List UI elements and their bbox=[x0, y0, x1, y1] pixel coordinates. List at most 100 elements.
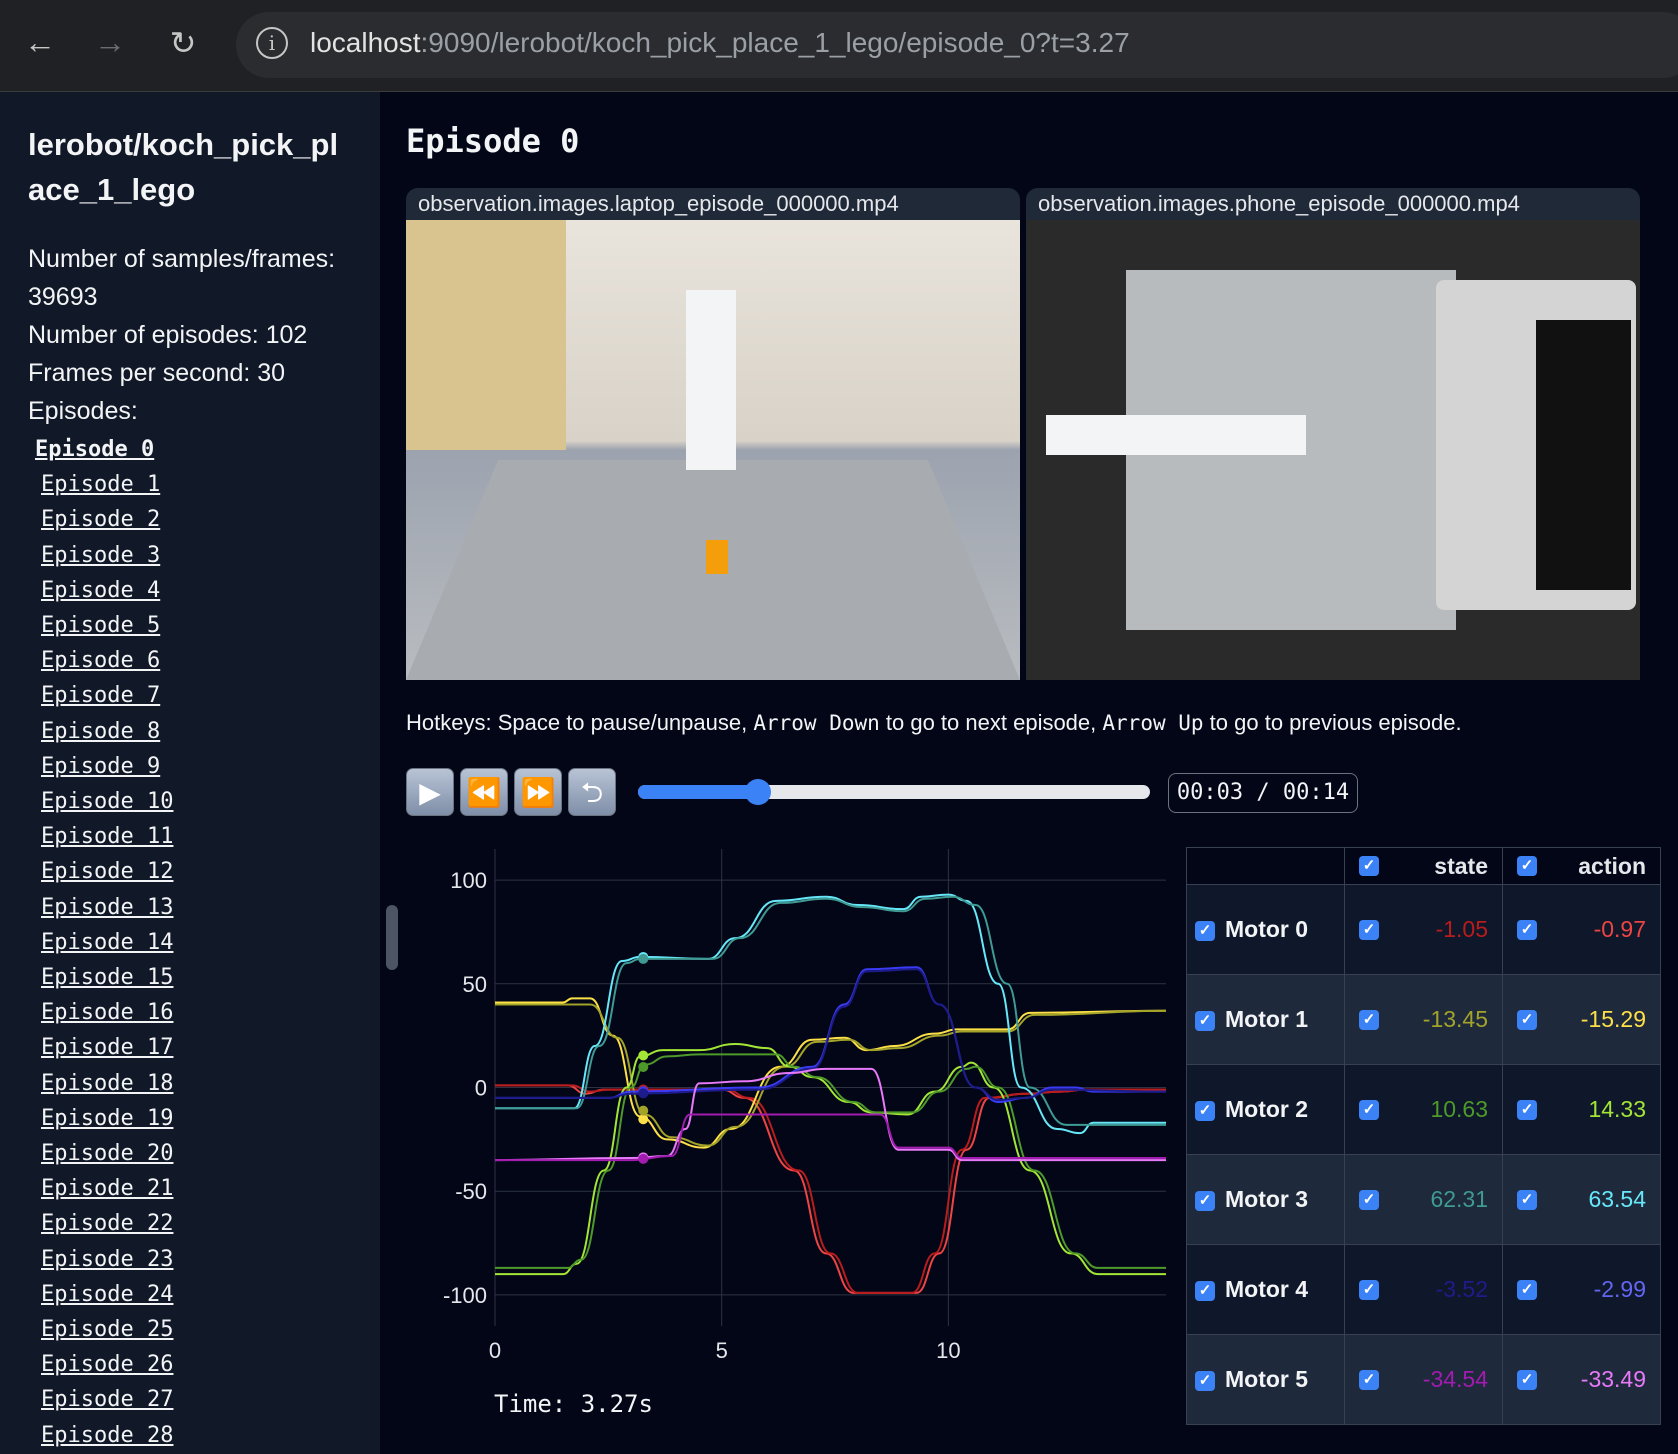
video-frame-laptop[interactable] bbox=[406, 220, 1020, 680]
y-tick-label: -50 bbox=[455, 1179, 487, 1204]
time-label: Time: 3.27s bbox=[494, 1390, 653, 1418]
state-checkbox[interactable]: ✓ bbox=[1359, 1100, 1379, 1120]
episodes-heading: Episodes: bbox=[28, 397, 138, 425]
video-laptop[interactable]: observation.images.laptop_episode_000000… bbox=[406, 188, 1020, 680]
state-cell: ✓ 10.63 bbox=[1344, 1064, 1503, 1155]
action-checkbox[interactable]: ✓ bbox=[1517, 1370, 1537, 1390]
sidebar-episode-link[interactable]: Episode 1 bbox=[41, 472, 161, 498]
rewind-button[interactable]: ⏪ bbox=[460, 768, 508, 816]
motor-cell: ✓ Motor 5 bbox=[1186, 1334, 1345, 1425]
sidebar-episode-link[interactable]: Episode 18 bbox=[41, 1070, 174, 1096]
sidebar-episode-link[interactable]: Episode 7 bbox=[41, 683, 161, 709]
sidebar-episode-link[interactable]: Episode 5 bbox=[41, 613, 161, 639]
motor-checkbox[interactable]: ✓ bbox=[1195, 920, 1215, 941]
time-display: 00:03 / 00:14 bbox=[1168, 773, 1358, 813]
state-all-checkbox[interactable]: ✓ bbox=[1359, 855, 1379, 876]
sidebar-episode-link[interactable]: Episode 2 bbox=[41, 507, 161, 533]
action-checkbox[interactable]: ✓ bbox=[1517, 1280, 1537, 1300]
motor-checkbox[interactable]: ✓ bbox=[1195, 1370, 1215, 1391]
action-checkbox[interactable]: ✓ bbox=[1517, 1190, 1537, 1210]
video-phone[interactable]: observation.images.phone_episode_000000.… bbox=[1026, 188, 1640, 680]
y-tick-label: 100 bbox=[450, 868, 487, 893]
address-bar[interactable]: i localhost:9090/lerobot/koch_pick_place… bbox=[236, 12, 1678, 78]
sidebar-episode-link[interactable]: Episode 10 bbox=[41, 789, 174, 815]
sidebar-episode-link[interactable]: Episode 25 bbox=[41, 1317, 174, 1343]
back-icon[interactable]: ← bbox=[24, 24, 56, 60]
state-checkbox[interactable]: ✓ bbox=[1359, 1190, 1379, 1210]
sidebar-episode-link[interactable]: Episode 16 bbox=[41, 1000, 174, 1026]
action-checkbox[interactable]: ✓ bbox=[1517, 1010, 1537, 1030]
video-frame-phone[interactable] bbox=[1026, 220, 1640, 680]
sidebar-episode-link[interactable]: Episode 13 bbox=[41, 894, 174, 920]
rewind-icon: ⏪ bbox=[466, 777, 502, 808]
episodes-count: Number of episodes: 102 bbox=[28, 321, 308, 349]
y-tick-label: 0 bbox=[475, 1076, 487, 1101]
sidebar-episode-link[interactable]: Episode 4 bbox=[41, 577, 161, 603]
sidebar-episode-link[interactable]: Episode 3 bbox=[41, 542, 161, 568]
header-blank bbox=[1186, 847, 1345, 885]
series-line-motor-2-state bbox=[494, 1053, 1166, 1269]
x-tick-label: 0 bbox=[489, 1338, 501, 1363]
state-checkbox[interactable]: ✓ bbox=[1359, 1280, 1379, 1300]
current-time-marker bbox=[638, 1088, 649, 1099]
state-cell: ✓ -34.54 bbox=[1344, 1334, 1503, 1425]
action-checkbox[interactable]: ✓ bbox=[1517, 920, 1537, 940]
fast-forward-button[interactable]: ⏩ bbox=[514, 768, 562, 816]
sidebar-episode-link[interactable]: Episode 15 bbox=[41, 965, 174, 991]
state-cell: ✓ -13.45 bbox=[1344, 974, 1503, 1065]
sidebar-episode-link[interactable]: Episode 14 bbox=[41, 929, 174, 955]
motor-checkbox[interactable]: ✓ bbox=[1195, 1010, 1215, 1031]
sidebar-episode-link[interactable]: Episode 26 bbox=[41, 1352, 174, 1378]
motor-checkbox[interactable]: ✓ bbox=[1195, 1100, 1215, 1121]
sidebar-episode-link[interactable]: Episode 11 bbox=[41, 824, 174, 850]
sidebar-episode-link[interactable]: Episode 17 bbox=[41, 1035, 174, 1061]
motor-cell: ✓ Motor 3 bbox=[1186, 1154, 1345, 1245]
motor-checkbox[interactable]: ✓ bbox=[1195, 1190, 1215, 1211]
state-checkbox[interactable]: ✓ bbox=[1359, 920, 1379, 940]
sidebar-episode-link[interactable]: Episode 21 bbox=[41, 1176, 174, 1202]
motor-checkbox[interactable]: ✓ bbox=[1195, 1280, 1215, 1301]
play-button[interactable]: ▶ bbox=[406, 768, 454, 816]
action-all-checkbox[interactable]: ✓ bbox=[1517, 855, 1537, 876]
forward-icon[interactable]: → bbox=[94, 24, 126, 60]
motor-cell: ✓ Motor 0 bbox=[1186, 884, 1345, 975]
sidebar-episode-link[interactable]: Episode 23 bbox=[41, 1246, 174, 1272]
hotkeys-text: to go to previous episode. bbox=[1203, 710, 1462, 735]
sidebar-episode-link[interactable]: Episode 12 bbox=[41, 859, 174, 885]
reload-icon[interactable]: ↻ bbox=[169, 25, 197, 61]
sidebar-episode-link[interactable]: Episode 9 bbox=[41, 753, 161, 779]
action-checkbox[interactable]: ✓ bbox=[1517, 1100, 1537, 1120]
lego-brick bbox=[706, 540, 728, 574]
motor-name: Motor 5 bbox=[1225, 1366, 1309, 1392]
sidebar-episode-link[interactable]: Episode 19 bbox=[41, 1105, 174, 1131]
sidebar-episode-link[interactable]: Episode 0 bbox=[35, 437, 155, 462]
current-time-marker bbox=[638, 1050, 649, 1061]
sidebar-episode-link[interactable]: Episode 8 bbox=[41, 718, 161, 744]
current-time-marker bbox=[638, 1114, 649, 1125]
sidebar-episode-link[interactable]: Episode 24 bbox=[41, 1281, 174, 1307]
site-info-icon[interactable]: i bbox=[256, 27, 288, 59]
state-value: 62.31 bbox=[1430, 1186, 1488, 1212]
action-value: -15.29 bbox=[1580, 1006, 1646, 1032]
loop-button[interactable]: ⮌ bbox=[568, 768, 616, 816]
sidebar-episode-link[interactable]: Episode 6 bbox=[41, 648, 161, 674]
seek-slider[interactable] bbox=[638, 779, 1150, 805]
seek-handle[interactable] bbox=[744, 779, 771, 805]
state-checkbox[interactable]: ✓ bbox=[1359, 1010, 1379, 1030]
sidebar-episode-link[interactable]: Episode 27 bbox=[41, 1387, 174, 1413]
samples-count: Number of samples/frames: 39693 bbox=[28, 245, 336, 311]
url-text[interactable]: localhost:9090/lerobot/koch_pick_place_1… bbox=[310, 27, 1130, 59]
series-line-motor-1-action bbox=[495, 997, 1167, 1149]
fast-forward-icon: ⏩ bbox=[520, 777, 556, 808]
sidebar-episode-link[interactable]: Episode 20 bbox=[41, 1141, 174, 1167]
series-line-motor-3-state bbox=[494, 895, 1166, 1126]
seek-progress bbox=[638, 785, 758, 799]
page-title: Episode 0 bbox=[406, 122, 580, 160]
sidebar-episode-link[interactable]: Episode 28 bbox=[41, 1422, 174, 1448]
sidebar-scrollbar[interactable] bbox=[386, 905, 398, 970]
play-icon: ▶ bbox=[419, 777, 441, 808]
sidebar-episode-link[interactable]: Episode 22 bbox=[41, 1211, 174, 1237]
motor-chart[interactable]: -100 -50 0 50 100 0 5 10 bbox=[406, 840, 1186, 1370]
motor-name: Motor 0 bbox=[1225, 916, 1309, 942]
state-checkbox[interactable]: ✓ bbox=[1359, 1370, 1379, 1390]
